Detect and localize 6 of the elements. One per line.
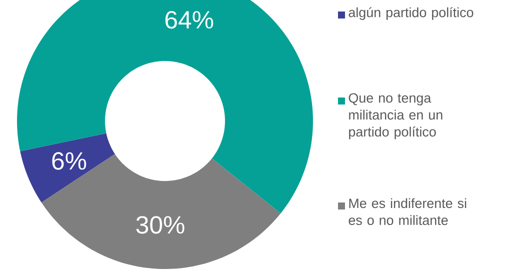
data-label: 30% [136, 216, 184, 234]
legend-label: Que no tenga militancia en un partido político [348, 93, 442, 140]
data-label: 6% [52, 152, 86, 170]
legend-label: Me es indiferente si es o no militante [348, 198, 466, 226]
data-label: 64% [165, 11, 214, 29]
legend-label: algún partido político [348, 7, 474, 20]
